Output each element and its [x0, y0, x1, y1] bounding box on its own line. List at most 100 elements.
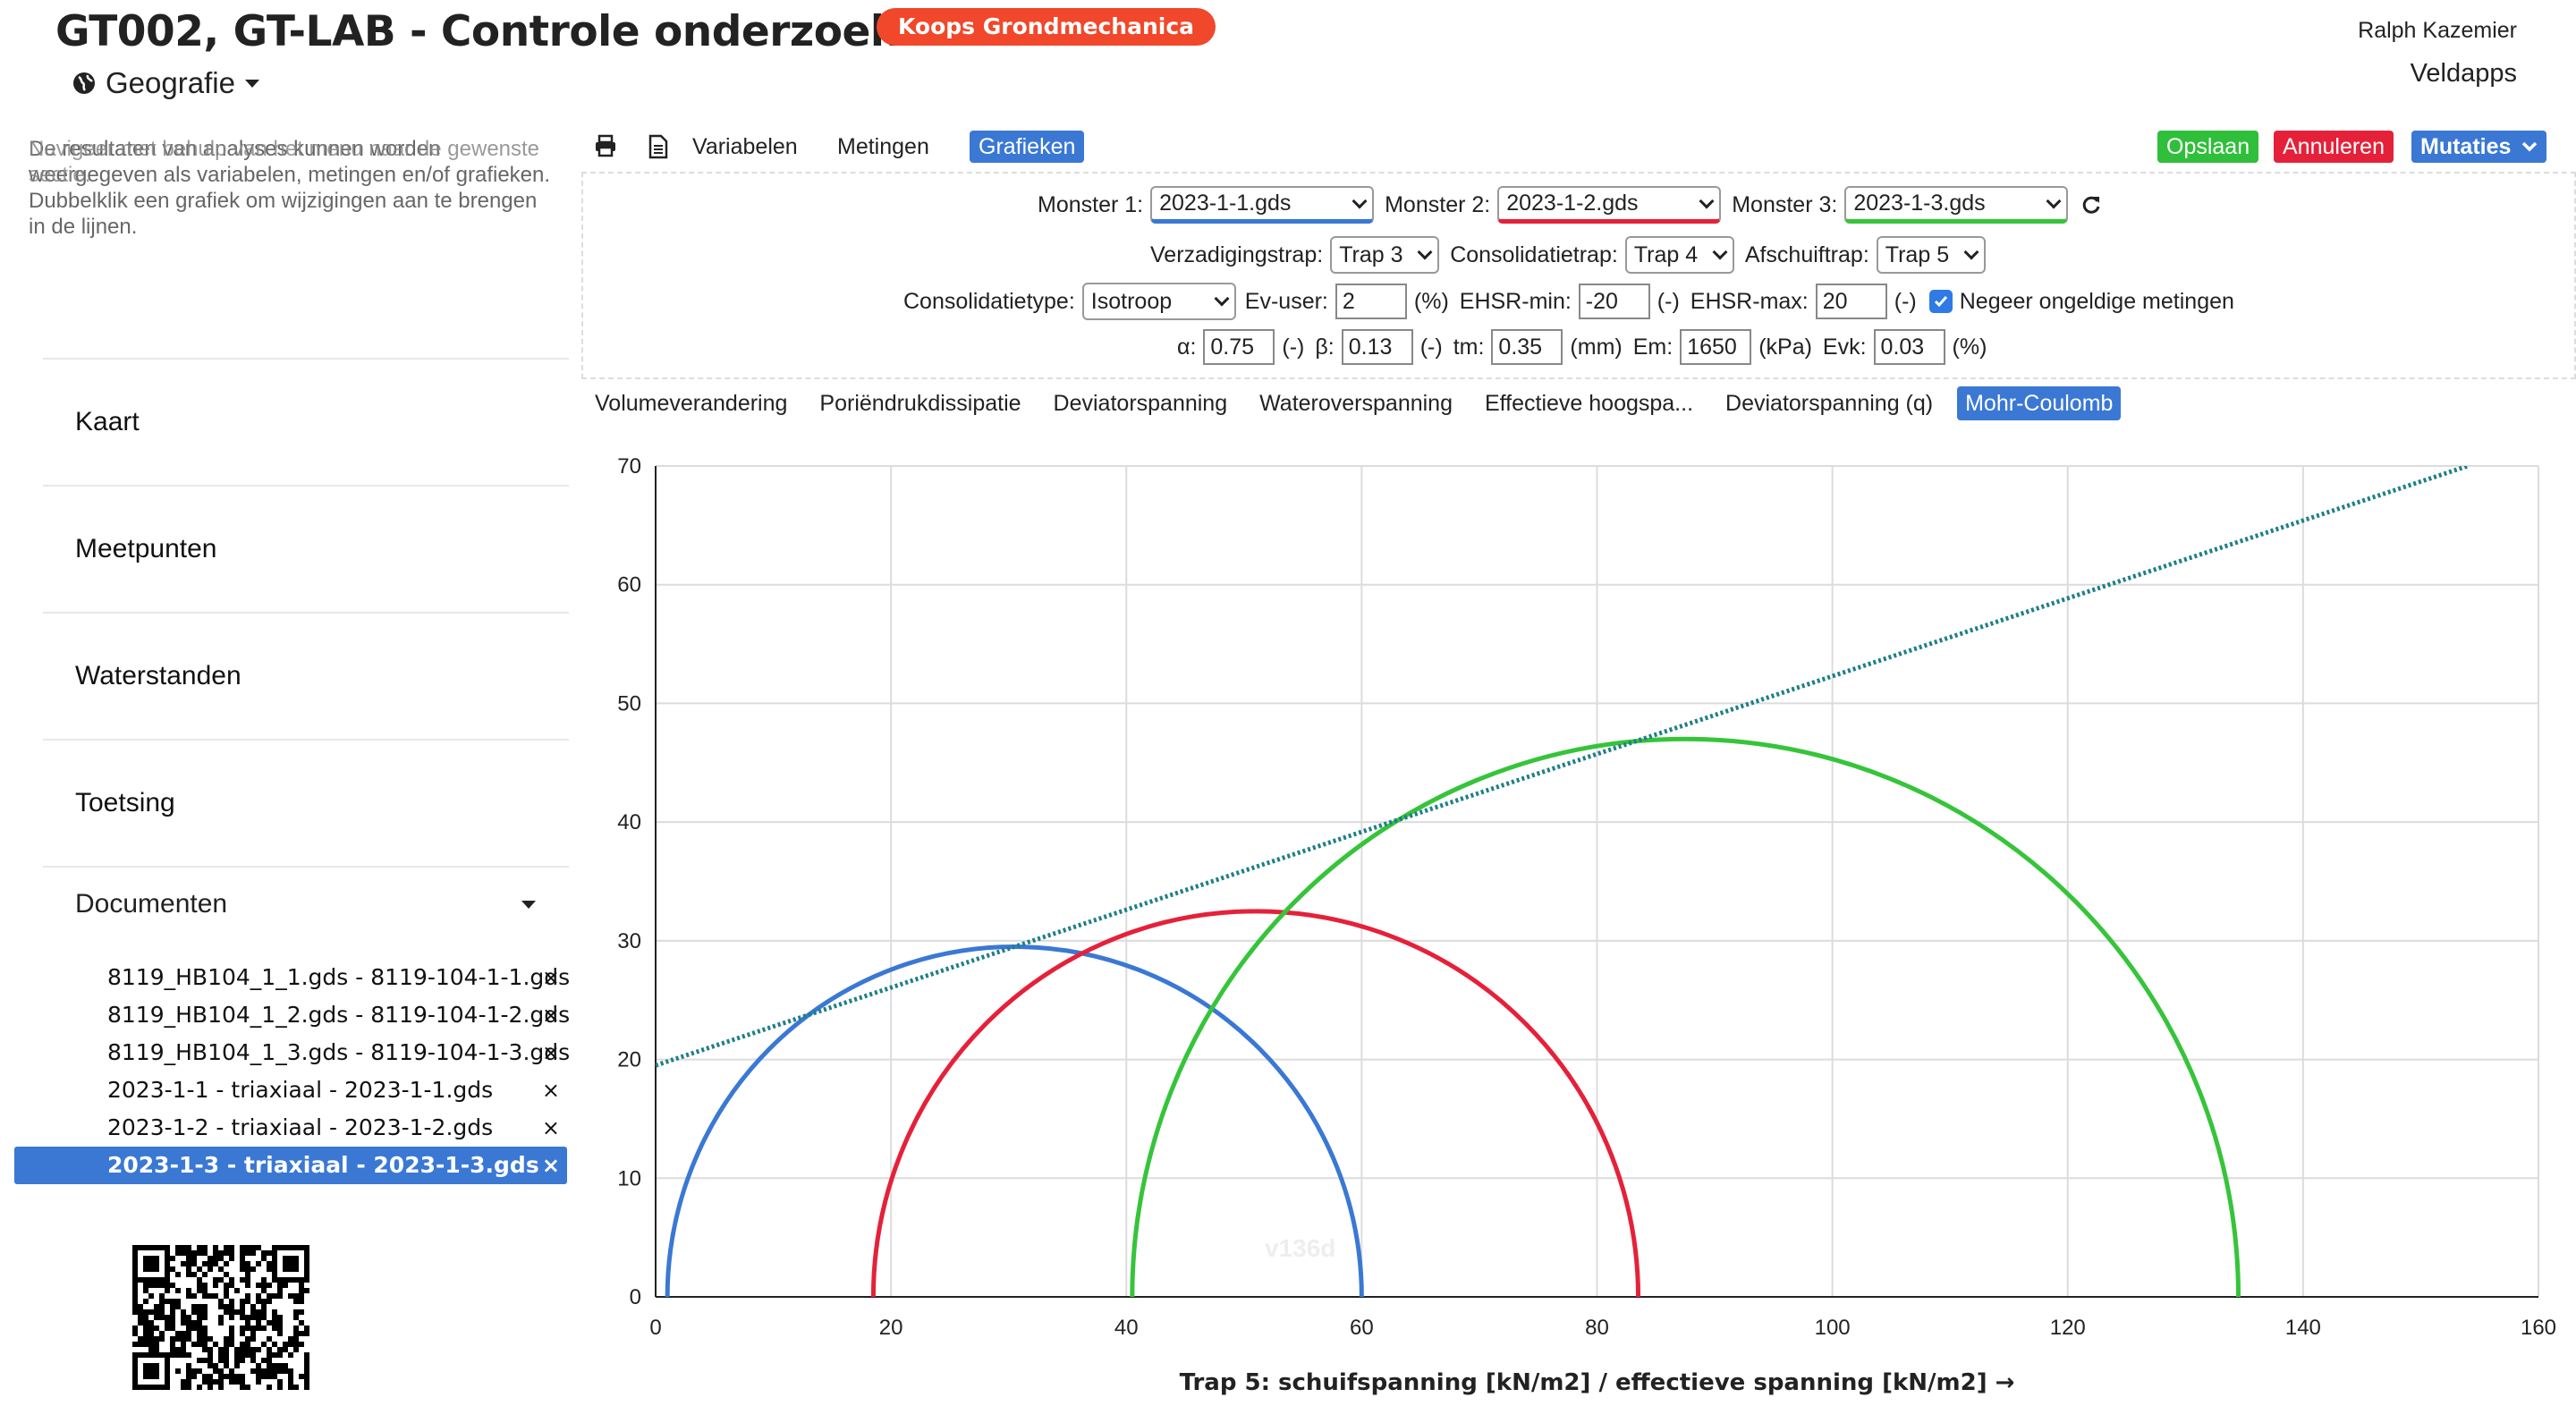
remove-icon[interactable]: ×: [541, 1153, 560, 1178]
consolidatietype-select[interactable]: Isotroop: [1081, 283, 1236, 320]
trap-row: Verzadigingstrap: Trap 3 Consolidatietra…: [1147, 236, 1986, 274]
remove-icon[interactable]: ×: [541, 1040, 560, 1065]
mohr-circle-2: [870, 909, 1641, 1298]
y-tick-label: 10: [617, 1166, 641, 1190]
document-item[interactable]: 8119_HB104_1_3.gds - 8119-104-1-3.gds ×: [14, 1034, 570, 1071]
em-input[interactable]: 1650: [1680, 329, 1752, 365]
mohr-coulomb-chart[interactable]: 0 20 40 60 80 100 120 140 160 0 10 20 30 40 50 60 70 Trap…: [581, 435, 2576, 1406]
document-item[interactable]: 2023-1-2 - triaxiaal - 2023-1-2.gds ×: [14, 1109, 567, 1147]
save-button[interactable]: Opslaan: [2157, 131, 2259, 163]
ev-user-input[interactable]: 2: [1335, 284, 1407, 319]
document-icon[interactable]: [648, 134, 669, 159]
chart-tab-effectieve-hoogspanning[interactable]: Effectieve hoogspa...: [1484, 391, 1694, 416]
chevron-down-icon: [1417, 244, 1433, 260]
ehsr-min-label: EHSR-min:: [1459, 288, 1572, 314]
evk-label: Evk:: [1822, 334, 1867, 360]
chevron-down-icon: [1352, 193, 1368, 208]
ignore-invalid-checkbox[interactable]: [1928, 290, 1953, 313]
chart-tab-deviatorspanning-q[interactable]: Deviatorspanning (q): [1725, 391, 1934, 416]
veldapps-link[interactable]: Veldapps: [2410, 59, 2517, 88]
mutations-button[interactable]: Mutaties: [2411, 131, 2547, 163]
verzadigingstrap-label: Verzadigingstrap:: [1150, 241, 1324, 267]
parameters-panel: [581, 172, 2576, 379]
beta-input[interactable]: 0.13: [1341, 329, 1413, 365]
remove-icon[interactable]: ×: [541, 965, 560, 990]
help-text-overlay: Navigeer met behulp van het menu naar de…: [29, 137, 540, 187]
document-item[interactable]: 8119_HB104_1_2.gds - 8119-104-1-2.gds ×: [14, 996, 570, 1034]
chart-tabs: Volumeverandering Poriëndrukdissipatie D…: [587, 386, 2137, 420]
print-icon[interactable]: [594, 134, 617, 157]
chart-tab-mohr-coulomb[interactable]: Mohr-Coulomb: [1957, 386, 2122, 420]
y-tick-label: 50: [617, 691, 641, 716]
chart-tab-volumeverandering[interactable]: Volumeverandering: [595, 391, 788, 416]
alpha-label: α:: [1177, 334, 1197, 360]
tm-unit: (mm): [1570, 334, 1623, 360]
alpha-input[interactable]: 0.75: [1203, 329, 1275, 365]
geography-menu[interactable]: Geografie: [72, 66, 260, 100]
chart-tab-wateroverspanning[interactable]: Wateroverspanning: [1259, 391, 1453, 416]
consolidatietrap-value: Trap 4: [1633, 241, 1699, 267]
sidebar-item-waterstanden[interactable]: Waterstanden: [43, 612, 569, 739]
x-tick-label: 140: [2285, 1316, 2321, 1340]
user-name[interactable]: Ralph Kazemier: [2358, 18, 2517, 43]
ehsr-min-input[interactable]: -20: [1578, 284, 1650, 319]
em-label: Em:: [1632, 334, 1674, 360]
tm-input[interactable]: 0.35: [1491, 329, 1563, 365]
remove-icon[interactable]: ×: [541, 1115, 560, 1140]
tab-grafieken[interactable]: Grafieken: [970, 131, 1085, 163]
x-tick-label: 80: [1585, 1316, 1609, 1340]
help-text-main: De resultaten van analyses kunnen worden…: [29, 137, 551, 239]
document-item[interactable]: 8119_HB104_1_1.gds - 8119-104-1-1.gds ×: [14, 959, 570, 996]
verzadigingstrap-value: Trap 3: [1339, 241, 1403, 267]
caret-down-icon: [244, 80, 259, 88]
verzadigingstrap-select[interactable]: Trap 3: [1330, 236, 1440, 274]
chart-tab-deviatorspanning[interactable]: Deviatorspanning: [1053, 391, 1228, 416]
monster1-select[interactable]: 2023-1-1.gds: [1150, 186, 1375, 224]
checkmark-icon: [1934, 296, 1947, 308]
sidebar-item-documenten[interactable]: Documenten: [43, 866, 569, 941]
help-text: Navigeer met behulp van het menu naar de…: [29, 136, 556, 240]
ignore-invalid-label: Negeer ongeldige metingen: [1959, 288, 2234, 314]
y-tick-label: 20: [617, 1048, 641, 1072]
monster3-label: Monster 3:: [1732, 191, 1838, 217]
consolidatietype-value: Isotroop: [1090, 288, 1173, 314]
sidebar-item-meetpunten[interactable]: Meetpunten: [43, 485, 569, 612]
remove-icon[interactable]: ×: [541, 1078, 560, 1103]
x-tick-label: 160: [2521, 1316, 2556, 1340]
tab-metingen[interactable]: Metingen: [837, 134, 929, 159]
consolidatietrap-label: Consolidatietrap:: [1450, 241, 1618, 267]
refresh-icon[interactable]: [2080, 194, 2102, 216]
sidebar-item-kaart[interactable]: Kaart: [43, 358, 569, 485]
sidebar-item-toetsing[interactable]: Toetsing: [43, 739, 569, 866]
documents-label: Documenten: [75, 889, 228, 919]
mutations-label: Mutaties: [2420, 134, 2512, 159]
chart-tab-poriendrukdissipatie[interactable]: Poriëndrukdissipatie: [819, 391, 1021, 416]
remove-icon[interactable]: ×: [541, 1003, 560, 1028]
document-item-active[interactable]: 2023-1-3 - triaxiaal - 2023-1-3.gds ×: [14, 1147, 567, 1184]
beta-label: β:: [1315, 334, 1335, 360]
x-tick-label: 120: [2050, 1316, 2086, 1340]
monster2-select[interactable]: 2023-1-2.gds: [1497, 186, 1722, 224]
x-axis-label: Trap 5: schuifspanning [kN/m2] / effecti…: [1180, 1369, 2015, 1396]
afschuiftrap-value: Trap 5: [1885, 241, 1950, 267]
chevron-down-icon: [1214, 291, 1230, 307]
monster3-select[interactable]: 2023-1-3.gds: [1844, 186, 2069, 224]
document-label: 2023-1-1 - triaxiaal - 2023-1-1.gds: [107, 1077, 494, 1103]
tab-variabelen[interactable]: Variabelen: [692, 134, 798, 159]
evk-unit: (%): [1952, 334, 1987, 360]
x-tick-label: 40: [1114, 1316, 1139, 1340]
document-item[interactable]: 2023-1-1 - triaxiaal - 2023-1-1.gds ×: [14, 1071, 567, 1109]
qr-code-image: [132, 1245, 309, 1390]
afschuiftrap-select[interactable]: Trap 5: [1876, 236, 1986, 274]
sidebar-nav: Kaart Meetpunten Waterstanden Toetsing: [43, 358, 569, 866]
document-label: 2023-1-3 - triaxiaal - 2023-1-3.gds: [107, 1152, 539, 1178]
cancel-button[interactable]: Annuleren: [2274, 131, 2394, 163]
ehsr-max-input[interactable]: 20: [1815, 284, 1887, 319]
ev-user-label: Ev-user:: [1244, 288, 1328, 314]
consolidatietrap-select[interactable]: Trap 4: [1624, 236, 1734, 274]
organization-badge[interactable]: Koops Grondmechanica: [877, 8, 1216, 46]
evk-input[interactable]: 0.03: [1873, 329, 1945, 365]
monster2-value: 2023-1-2.gds: [1506, 191, 1639, 216]
monster1-value: 2023-1-1.gds: [1159, 191, 1292, 216]
coefficients-row: α: 0.75 (-) β: 0.13 (-) tm: 0.35 (mm) Em…: [1174, 329, 1994, 365]
